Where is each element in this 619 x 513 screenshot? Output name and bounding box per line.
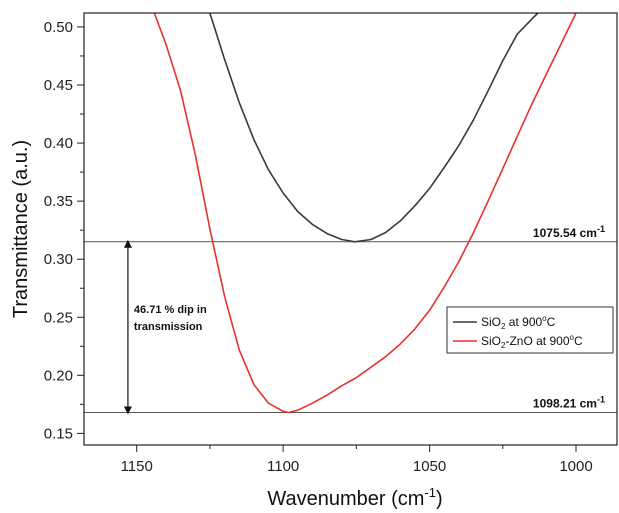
dip-annotation-line2: transmission [134,321,203,333]
x-axis-title: Wavenumber (cm-1) [267,485,442,510]
y-tick-label: 0.40 [44,135,73,152]
y-tick-label: 0.20 [44,367,73,384]
series-line-1 [209,12,539,243]
legend: SiO2 at 900oC SiO2-ZnO at 900oC [446,306,614,354]
legend-label-1: SiO2 at 900oC [481,314,556,331]
reference-lines: 1075.54 cm-1 1098.21 cm-1 [84,224,617,413]
y-tick-label: 0.50 [44,19,73,36]
x-tick-label: 1150 [121,458,153,475]
y-tick-label: 0.25 [44,309,73,326]
legend-box [446,306,614,354]
y-tick-label: 0.15 [44,425,73,442]
x-tick-label: 1000 [559,458,592,475]
plot-frame [83,12,618,446]
y-tick-label: 0.45 [44,77,73,94]
x-tick-label: 1100 [267,458,299,475]
y-tick-label: 0.35 [44,193,73,210]
y-tick-label: 0.30 [44,251,73,268]
reference-line-label-2: 1098.21 cm-1 [533,394,605,410]
y-axis-title: Transmittance (a.u.) [10,140,32,318]
dip-annotation-line1: 46.71 % dip in [134,304,207,316]
series-line-2 [153,12,577,414]
x-tick-label: 1050 [413,458,446,475]
series-layer [153,12,577,414]
annotation-layer: 46.71 % dip in transmission [123,239,207,415]
legend-label-2: SiO2-ZnO at 900oC [481,333,583,350]
reference-line-label-1: 1075.54 cm-1 [533,224,605,240]
axes: 1150 1100 1050 1000 0.15 0.20 0.25 0.30 0.35 0.40… [10,12,618,510]
